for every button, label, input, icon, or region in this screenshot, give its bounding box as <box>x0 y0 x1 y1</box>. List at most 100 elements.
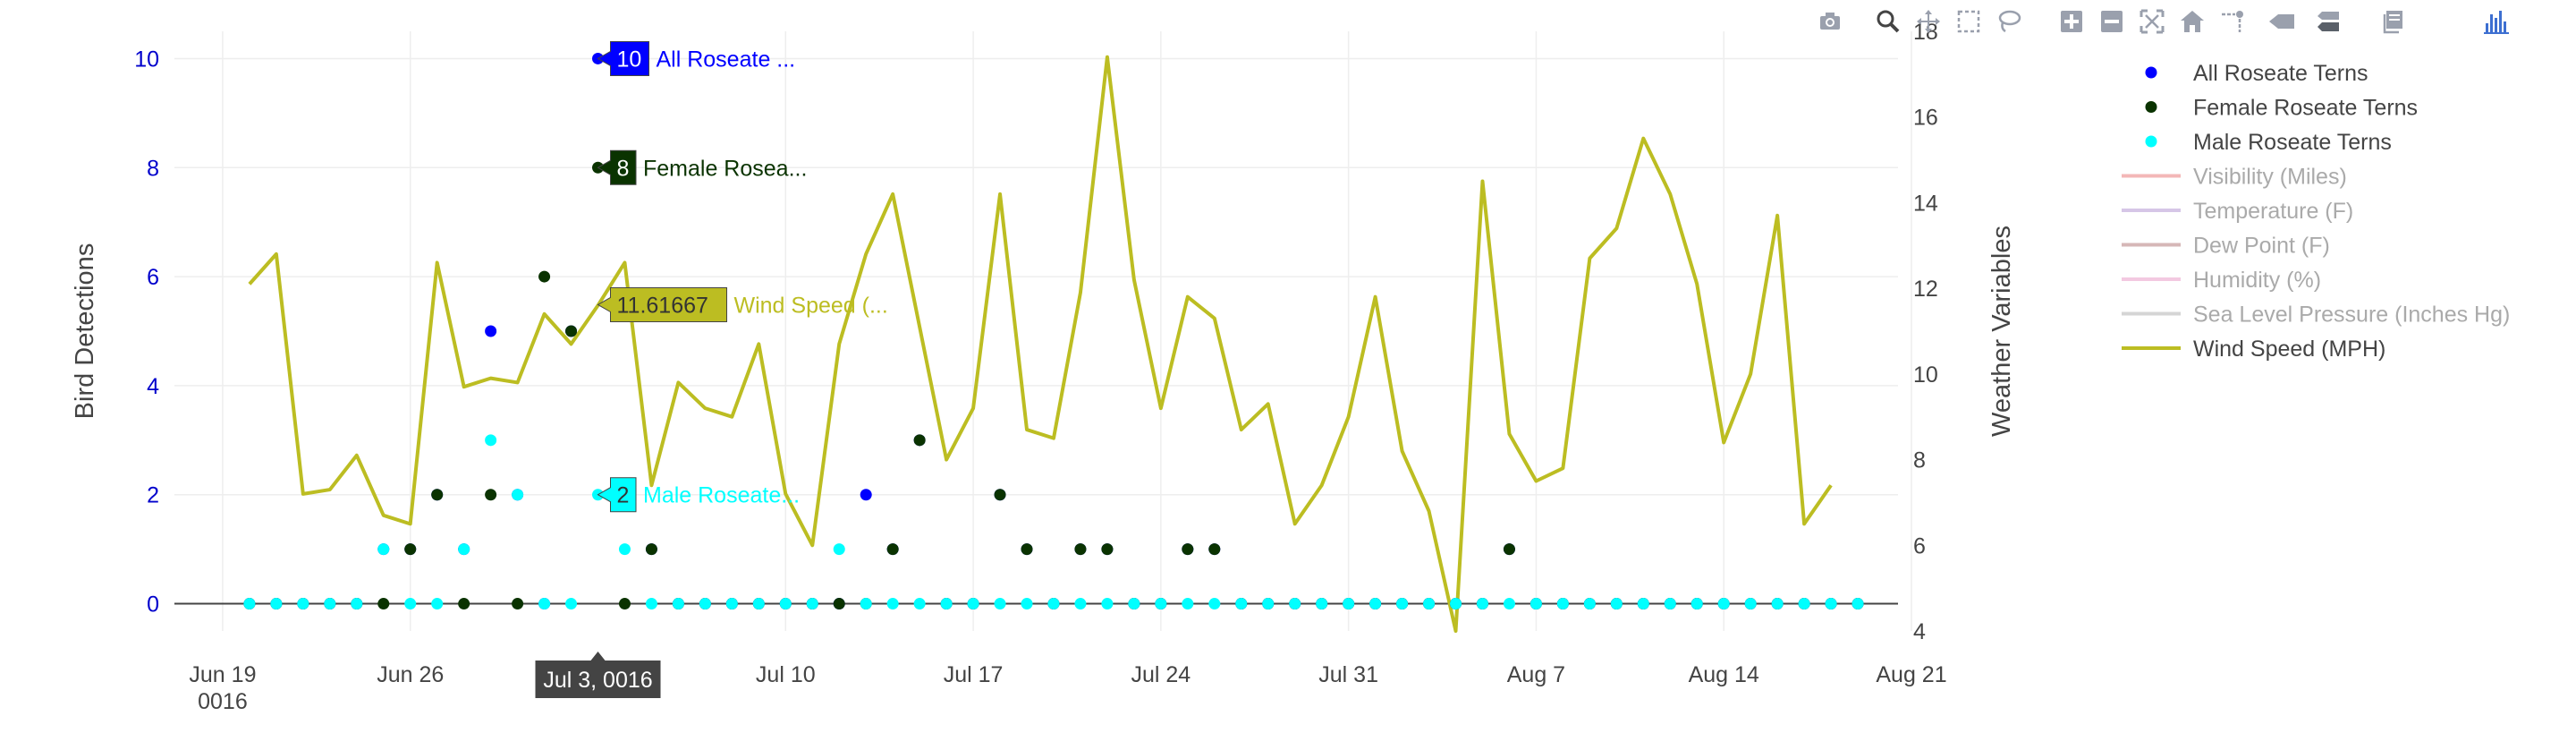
legend-item[interactable]: Sea Level Pressure (Inches Hg) <box>2122 303 2510 328</box>
male-tern-point[interactable] <box>1289 598 1301 610</box>
zoom-out-icon[interactable] <box>2097 7 2130 39</box>
legend-item[interactable]: Male Roseate Terns <box>2145 130 2392 155</box>
autoscale-icon[interactable] <box>2138 7 2170 39</box>
male-tern-point[interactable] <box>1316 598 1328 610</box>
female-tern-point[interactable] <box>1503 543 1515 556</box>
female-tern-point[interactable] <box>458 598 470 610</box>
male-tern-point[interactable] <box>1208 598 1221 610</box>
male-tern-point[interactable] <box>1530 598 1542 610</box>
reset-axes-icon[interactable] <box>2178 7 2210 39</box>
male-tern-point[interactable] <box>1583 598 1596 610</box>
male-tern-point[interactable] <box>860 598 872 610</box>
male-tern-point[interactable] <box>779 598 792 610</box>
female-tern-point[interactable] <box>485 489 497 501</box>
legend-item[interactable]: All Roseate Terns <box>2145 61 2368 86</box>
male-tern-point[interactable] <box>1637 598 1649 610</box>
box-select-icon[interactable] <box>1954 7 1987 39</box>
female-tern-point[interactable] <box>1021 543 1033 556</box>
spike-lines-icon[interactable] <box>2218 7 2250 39</box>
male-tern-point[interactable] <box>1155 598 1167 610</box>
female-tern-point[interactable] <box>1074 543 1087 556</box>
male-tern-point[interactable] <box>1852 598 1864 610</box>
female-tern-point[interactable] <box>512 598 524 610</box>
female-tern-point[interactable] <box>886 543 899 556</box>
male-tern-point[interactable] <box>1262 598 1275 610</box>
male-tern-point[interactable] <box>886 598 899 610</box>
pan-icon[interactable] <box>1914 7 1946 39</box>
male-tern-point[interactable] <box>994 598 1006 610</box>
male-tern-point[interactable] <box>1825 598 1837 610</box>
male-tern-point[interactable] <box>1182 598 1194 610</box>
male-tern-point[interactable] <box>1690 598 1703 610</box>
legend-item[interactable]: Dew Point (F) <box>2122 234 2330 259</box>
male-tern-point[interactable] <box>913 598 926 610</box>
male-tern-point[interactable] <box>324 598 336 610</box>
male-tern-point[interactable] <box>1450 598 1462 610</box>
male-tern-point[interactable] <box>1610 598 1623 610</box>
male-tern-point[interactable] <box>1503 598 1515 610</box>
male-tern-point[interactable] <box>1771 598 1784 610</box>
male-tern-point[interactable] <box>1128 598 1140 610</box>
legend-item[interactable]: Temperature (F) <box>2122 199 2353 224</box>
male-tern-point[interactable] <box>1744 598 1757 610</box>
female-tern-point[interactable] <box>565 325 578 337</box>
male-tern-point[interactable] <box>1343 598 1355 610</box>
hover-compare-icon[interactable] <box>2312 7 2344 39</box>
zoom-in-icon[interactable] <box>2057 7 2089 39</box>
male-tern-point[interactable] <box>1556 598 1569 610</box>
male-tern-point[interactable] <box>672 598 684 610</box>
male-tern-point[interactable] <box>1664 598 1676 610</box>
male-tern-point[interactable] <box>458 543 470 556</box>
male-tern-point[interactable] <box>806 598 818 610</box>
male-tern-point[interactable] <box>1369 598 1382 610</box>
legend-item[interactable]: Female Roseate Terns <box>2145 96 2419 121</box>
male-tern-point[interactable] <box>1047 598 1060 610</box>
zoom-icon[interactable] <box>1874 7 1906 39</box>
female-tern-point[interactable] <box>618 598 631 610</box>
lasso-icon[interactable] <box>1995 7 2027 39</box>
female-tern-point[interactable] <box>994 489 1006 501</box>
legend-item[interactable]: Humidity (%) <box>2122 268 2321 293</box>
male-tern-point[interactable] <box>725 598 738 610</box>
male-tern-point[interactable] <box>1396 598 1409 610</box>
male-tern-point[interactable] <box>1476 598 1488 610</box>
male-tern-point[interactable] <box>1021 598 1033 610</box>
female-tern-point[interactable] <box>404 543 417 556</box>
male-tern-point[interactable] <box>645 598 657 610</box>
male-tern-point[interactable] <box>512 489 524 501</box>
female-tern-point[interactable] <box>431 489 444 501</box>
all-tern-point[interactable] <box>860 489 872 501</box>
male-tern-point[interactable] <box>431 598 444 610</box>
male-tern-point[interactable] <box>351 598 363 610</box>
female-tern-point[interactable] <box>833 598 845 610</box>
male-tern-point[interactable] <box>940 598 953 610</box>
legend-item[interactable]: Visibility (Miles) <box>2122 165 2347 190</box>
female-tern-point[interactable] <box>377 598 390 610</box>
female-tern-point[interactable] <box>645 543 657 556</box>
male-tern-point[interactable] <box>833 543 845 556</box>
male-tern-point[interactable] <box>538 598 551 610</box>
male-tern-point[interactable] <box>485 434 497 447</box>
male-tern-point[interactable] <box>1101 598 1114 610</box>
male-tern-point[interactable] <box>270 598 283 610</box>
female-tern-point[interactable] <box>913 434 926 447</box>
male-tern-point[interactable] <box>1717 598 1730 610</box>
camera-icon[interactable] <box>1816 7 1848 39</box>
male-tern-point[interactable] <box>1074 598 1087 610</box>
all-tern-point[interactable] <box>485 325 497 337</box>
hover-closest-icon[interactable] <box>2267 7 2300 39</box>
male-tern-point[interactable] <box>565 598 578 610</box>
male-tern-point[interactable] <box>297 598 309 610</box>
male-tern-point[interactable] <box>699 598 711 610</box>
male-tern-point[interactable] <box>404 598 417 610</box>
edit-chart-icon[interactable] <box>2379 7 2411 39</box>
female-tern-point[interactable] <box>1182 543 1194 556</box>
male-tern-point[interactable] <box>967 598 979 610</box>
male-tern-point[interactable] <box>1423 598 1436 610</box>
male-tern-point[interactable] <box>618 543 631 556</box>
legend[interactable]: All Roseate Terns Female Roseate Terns Mal… <box>2122 61 2510 362</box>
male-tern-point[interactable] <box>377 543 390 556</box>
male-tern-point[interactable] <box>243 598 256 610</box>
female-tern-point[interactable] <box>538 270 551 283</box>
